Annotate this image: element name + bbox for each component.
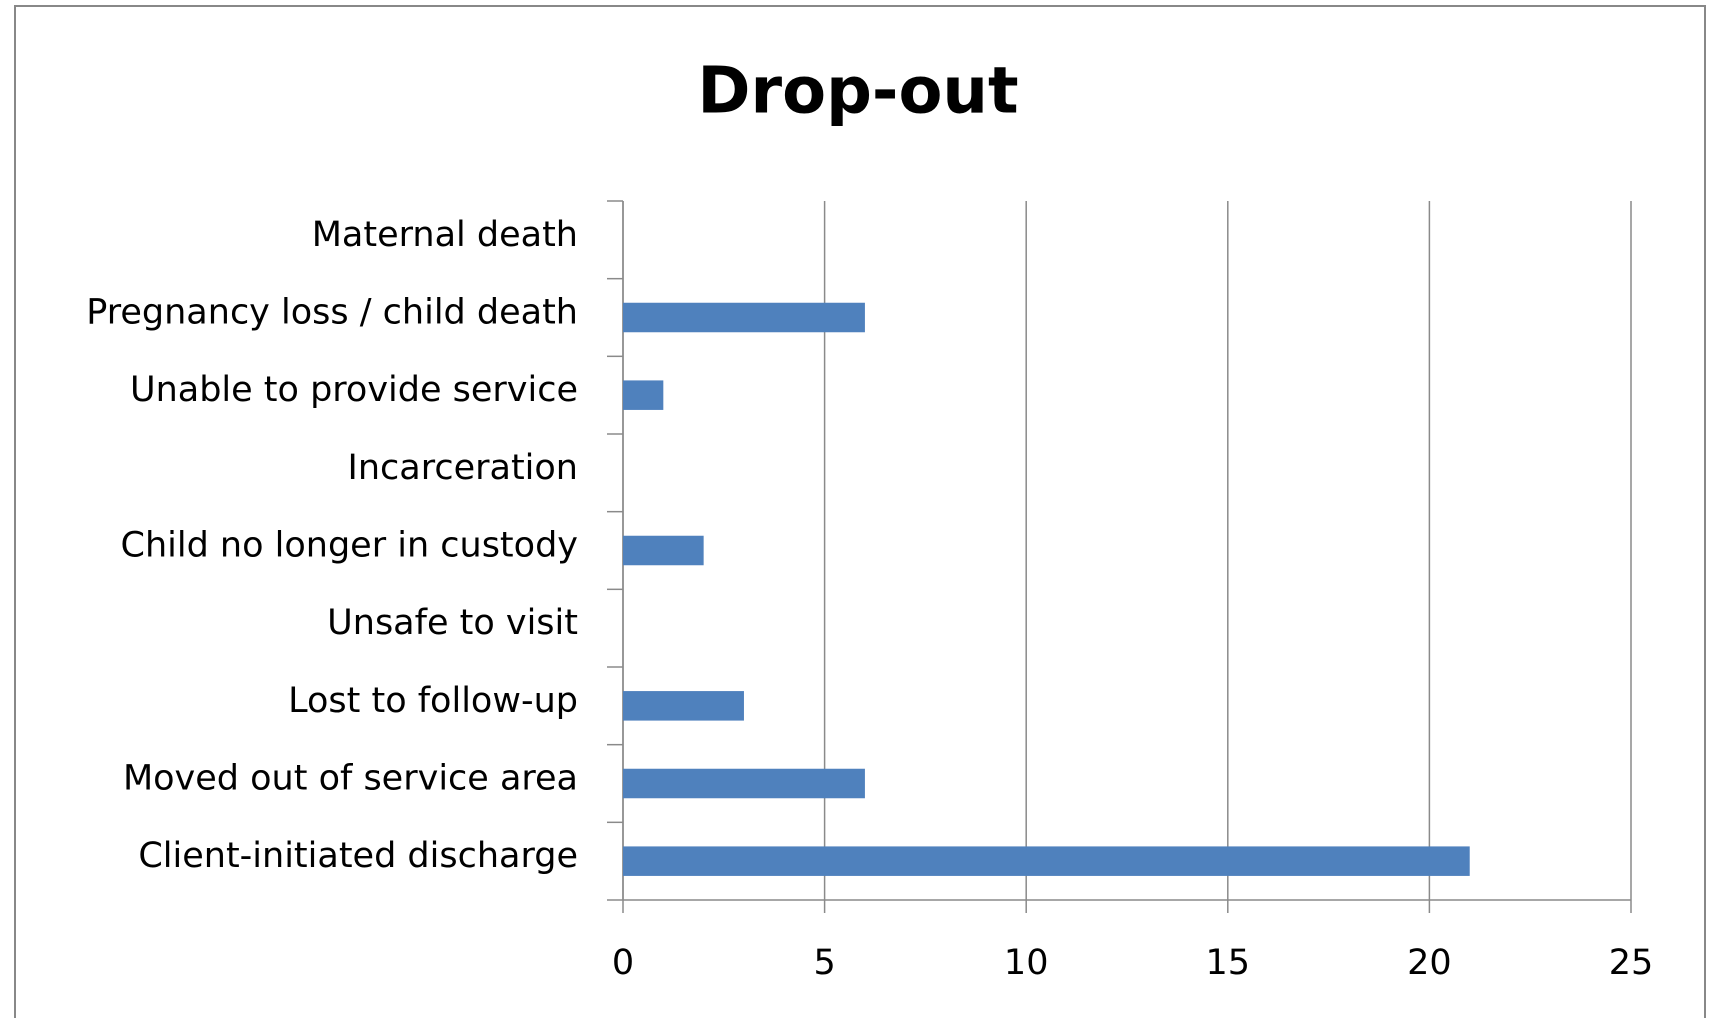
bar	[623, 768, 865, 799]
chart-title: Drop-out	[697, 55, 1018, 129]
x-tick-label: 25	[1609, 943, 1654, 983]
x-tick-label: 15	[1206, 943, 1251, 983]
y-tick-label: Pregnancy loss / child death	[86, 293, 578, 333]
y-tick-label: Incarceration	[348, 448, 578, 488]
bar	[623, 691, 744, 721]
bar	[623, 846, 1470, 876]
bar	[623, 302, 865, 333]
y-tick-label: Unable to provide service	[130, 370, 578, 410]
x-tick-label: 0	[612, 943, 634, 983]
y-tick-label: Child no longer in custody	[121, 526, 578, 566]
y-tick-label: Client-initiated discharge	[138, 836, 578, 876]
y-tick-label: Lost to follow-up	[288, 681, 578, 721]
bar	[623, 380, 664, 410]
y-tick-label: Maternal death	[312, 215, 578, 255]
x-tick-label: 20	[1407, 943, 1452, 983]
y-tick-label: Moved out of service area	[123, 759, 578, 799]
bar	[623, 535, 704, 566]
x-tick-label: 5	[813, 943, 835, 983]
x-tick-label: 10	[1004, 943, 1049, 983]
y-tick-label: Unsafe to visit	[327, 603, 578, 643]
